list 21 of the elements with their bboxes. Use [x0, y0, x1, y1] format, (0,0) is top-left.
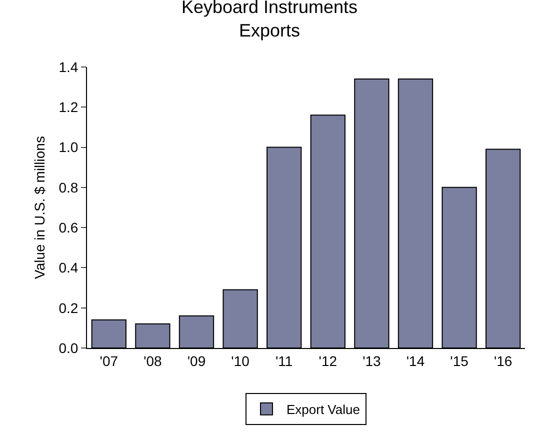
legend-label: Export Value — [286, 402, 360, 417]
y-tick-label: 1.4 — [58, 58, 78, 75]
chart-title: Keyboard Instruments Exports — [181, 0, 358, 41]
x-tick-label: '16 — [494, 352, 512, 369]
y-tick-label: 1.0 — [58, 139, 78, 156]
y-tick-label: 0.8 — [58, 179, 78, 196]
x-tick-label: '13 — [362, 352, 382, 369]
x-tick-label: '09 — [187, 352, 206, 369]
y-tick-label: 0.4 — [58, 260, 78, 276]
x-tick-label: '07 — [100, 352, 118, 369]
x-tick-label: '10 — [231, 352, 250, 369]
x-tick-label: '08 — [144, 352, 162, 369]
y-tick-label: 0.6 — [58, 219, 78, 236]
y-tick-label: 0.0 — [58, 340, 78, 356]
x-tick-label: '15 — [450, 352, 469, 369]
x-tick-label: '11 — [275, 352, 293, 369]
x-tick-label: '14 — [406, 352, 425, 369]
y-tick-label: 1.2 — [58, 99, 78, 116]
x-tick-label: '12 — [318, 352, 338, 369]
y-tick-label: 0.2 — [58, 300, 78, 316]
y-axis-title: Value in U.S. $ millions — [31, 136, 48, 279]
